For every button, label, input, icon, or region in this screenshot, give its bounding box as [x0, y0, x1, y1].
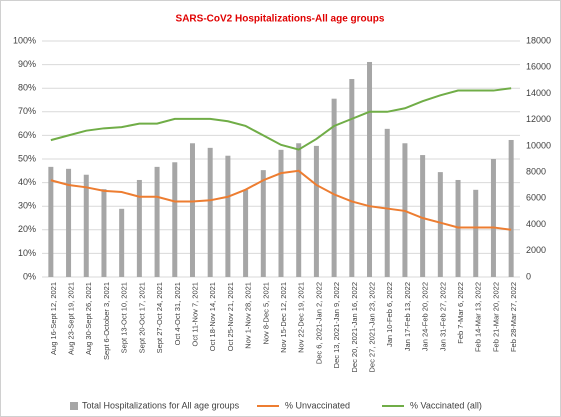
x-tick-label: Sept 27-Oct 24, 2021: [155, 282, 164, 353]
bar: [473, 189, 479, 277]
bar: [189, 143, 195, 277]
y2-tick-label: 18000: [526, 35, 551, 45]
bar: [172, 162, 178, 277]
y2-tick-label: 10000: [526, 140, 551, 150]
x-tick-label: Dec 6, 2021-Jan 2, 2022: [314, 282, 323, 364]
legend-label: % Unvaccinated: [285, 400, 350, 410]
x-tick-label: Dec 27, 2021-Jan 23, 2022: [368, 282, 377, 372]
y2-tick-label: 4000: [526, 219, 546, 229]
x-tick-label: Jan 10-Feb 6, 2022: [385, 282, 394, 347]
y-tick-label: 0%: [23, 271, 36, 281]
x-tick-label: Aug 30-Sept 26, 2021: [84, 282, 93, 355]
x-tick-label: Feb 7-Mar 6, 2022: [456, 282, 465, 344]
chart-title: SARS-CoV2 Hospitalizations-All age group…: [176, 14, 385, 25]
x-tick-label: Sept 20-Oct 17, 2021: [137, 282, 146, 353]
y2-tick-label: 8000: [526, 166, 546, 176]
y-tick-label: 30%: [18, 201, 36, 211]
bar: [508, 139, 514, 277]
bar: [243, 189, 249, 277]
x-tick-label: Jan 24-Feb 20, 2022: [421, 282, 430, 351]
y-tick-label: 60%: [18, 130, 36, 140]
x-tick-label: Feb 14-Mar 13, 2022: [474, 282, 483, 352]
x-tick-label: Feb 21-Mar 20, 2022: [491, 282, 500, 352]
bar: [455, 179, 461, 277]
bar: [384, 128, 390, 277]
x-tick-label: Feb 28-Mar 27, 2022: [509, 282, 518, 352]
y-tick-label: 20%: [18, 224, 36, 234]
x-tick-label: Nov 15-Dec 12, 2021: [279, 282, 288, 353]
bar: [83, 174, 89, 277]
x-tick-label: Dec 20, 2021-Jan 16, 2022: [350, 282, 359, 372]
bar: [66, 168, 72, 277]
x-tick-label: Nov 8-Dec 5, 2021: [261, 282, 270, 345]
bar: [367, 61, 373, 277]
bar: [119, 208, 125, 277]
bar: [490, 159, 496, 277]
legend-label: % Vaccinated (all): [410, 400, 482, 410]
x-tick-label: Oct 25-Nov 21, 2021: [226, 282, 235, 351]
x-tick-label: Nov 1-Nov 28, 2021: [244, 282, 253, 349]
legend-swatch: [70, 402, 78, 410]
bar: [313, 145, 319, 277]
y2-tick-label: 0: [526, 271, 531, 281]
y2-tick-label: 12000: [526, 114, 551, 124]
bar: [154, 166, 160, 277]
y-tick-label: 100%: [13, 35, 36, 45]
bar: [207, 147, 213, 277]
x-tick-label: Oct 18-Nov 14, 2021: [208, 282, 217, 351]
bar: [101, 189, 107, 277]
y2-tick-label: 6000: [526, 193, 546, 203]
line: [50, 169, 512, 231]
y-tick-label: 10%: [18, 248, 36, 258]
x-tick-label: Nov 22-Dec 19, 2021: [297, 282, 306, 353]
x-tick-label: Oct 11-Nov 7, 2021: [190, 282, 199, 346]
bar: [437, 172, 443, 277]
bar: [278, 149, 284, 277]
y2-tick-label: 16000: [526, 62, 551, 72]
y-tick-label: 90%: [18, 59, 36, 69]
x-tick-label: Sept 6-October 3, 2021: [102, 282, 111, 360]
bar: [260, 170, 266, 277]
y-tick-label: 70%: [18, 106, 36, 116]
y-tick-label: 40%: [18, 177, 36, 187]
x-tick-label: Jan 31-Feb 27, 2022: [438, 282, 447, 351]
bar: [48, 166, 54, 277]
y2-tick-label: 14000: [526, 88, 551, 98]
x-tick-label: Aug 16-Sept 12, 2021: [49, 282, 58, 355]
x-tick-label: Aug 23-Sept 19, 2021: [67, 282, 76, 355]
bar: [225, 155, 231, 277]
bar: [420, 155, 426, 277]
y-tick-label: 50%: [18, 153, 36, 163]
x-tick-label: Sept 13-Oct 10, 2021: [120, 282, 129, 353]
legend-label: Total Hospitalizations for All age group…: [82, 400, 240, 410]
x-tick-label: Jan 17-Feb 13, 2022: [403, 282, 412, 351]
x-tick-label: Dec 13, 2021-Jan 9, 2022: [332, 282, 341, 368]
bar: [136, 179, 142, 277]
x-tick-label: Oct 4-Oct 31, 2021: [173, 282, 182, 345]
line: [50, 87, 512, 151]
bar: [349, 79, 355, 278]
y2-tick-label: 2000: [526, 245, 546, 255]
y-tick-label: 80%: [18, 83, 36, 93]
bar: [331, 98, 337, 277]
bar: [296, 143, 302, 277]
